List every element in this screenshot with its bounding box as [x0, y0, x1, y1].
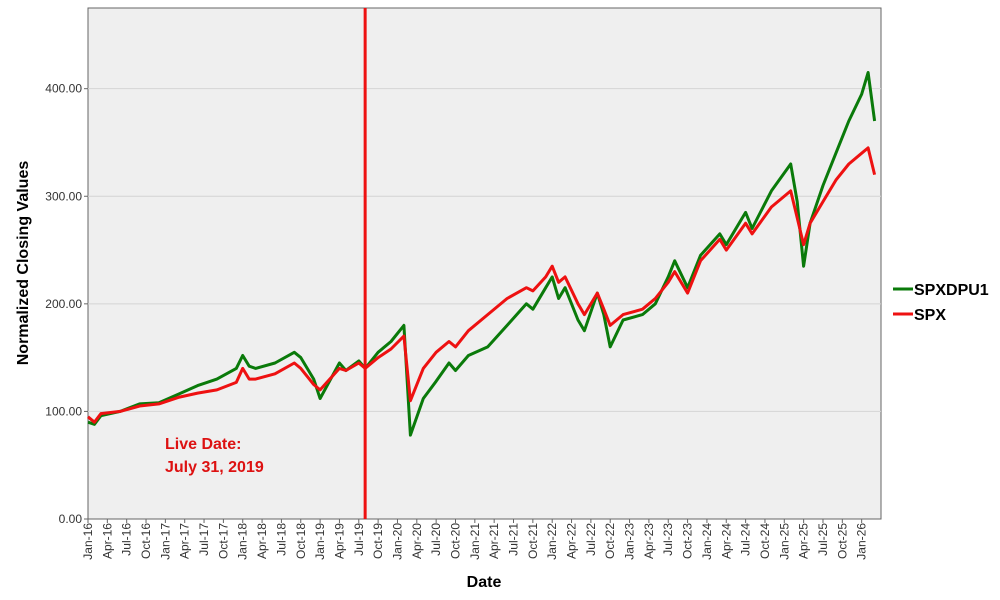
- x-tick-label: Oct-17: [216, 523, 230, 559]
- legend-label-spx: SPX: [914, 307, 946, 324]
- x-tick-label: Jan-24: [700, 523, 714, 560]
- x-tick-label: Oct-23: [681, 523, 695, 559]
- y-tick-label: 200.00: [45, 297, 82, 311]
- legend: SPXDPU1 SPX: [893, 282, 989, 324]
- x-tick-label: Jan-19: [313, 523, 327, 560]
- x-tick-label: Apr-20: [410, 523, 424, 559]
- x-tick-label: Apr-17: [178, 523, 192, 559]
- x-tick-label: Apr-19: [332, 523, 346, 559]
- x-tick-label: Apr-18: [255, 523, 269, 559]
- y-tick-label: 0.00: [59, 512, 83, 526]
- grid-lines: [88, 88, 881, 412]
- x-tick-label: Apr-24: [719, 523, 733, 559]
- x-tick-label: Oct-22: [603, 523, 617, 559]
- x-tick-label: Oct-18: [294, 523, 308, 559]
- legend-label-spxdpu1: SPXDPU1: [914, 282, 989, 299]
- x-axis-ticks: Jan-16 Apr-16 Jul-16 Oct-16 Jan-17 Apr-17 Jul-…: [81, 519, 869, 560]
- x-tick-label: Jan-26: [855, 523, 869, 560]
- x-tick-label: Jan-17: [158, 523, 172, 560]
- x-tick-label: Jul-18: [274, 523, 288, 556]
- x-tick-label: Apr-22: [565, 523, 579, 559]
- plot-area: [87, 7, 882, 520]
- x-tick-label: Jul-17: [197, 523, 211, 556]
- x-tick-label: Jul-22: [584, 523, 598, 556]
- x-tick-label: Jul-23: [661, 523, 675, 556]
- x-tick-label: Jul-20: [429, 523, 443, 556]
- x-tick-label: Oct-20: [448, 523, 462, 559]
- x-tick-label: Oct-21: [526, 523, 540, 559]
- x-tick-label: Jan-23: [623, 523, 637, 560]
- y-tick-label: 100.00: [45, 404, 82, 418]
- series-line-spx: [87, 146, 877, 424]
- x-tick-label: Jan-25: [777, 523, 791, 560]
- x-tick-label: Apr-21: [487, 523, 501, 559]
- x-tick-label: Apr-23: [642, 523, 656, 559]
- y-axis-title: Normalized Closing Values: [15, 161, 32, 366]
- x-tick-label: Jul-25: [816, 523, 830, 556]
- y-tick-label: 400.00: [45, 82, 82, 96]
- x-tick-label: Jul-19: [352, 523, 366, 556]
- series-layer: [87, 71, 877, 437]
- x-axis-title: Date: [467, 574, 502, 591]
- x-tick-label: Apr-25: [797, 523, 811, 559]
- x-tick-label: Jan-18: [236, 523, 250, 560]
- x-tick-label: Oct-25: [835, 523, 849, 559]
- x-tick-label: Jan-20: [390, 523, 404, 560]
- y-axis-ticks: 0.00 100.00 200.00 300.00 400.00: [45, 82, 88, 526]
- x-tick-label: Jan-16: [81, 523, 95, 560]
- x-tick-label: Oct-19: [371, 523, 385, 559]
- x-tick-label: Jul-21: [507, 523, 521, 556]
- x-tick-label: Oct-24: [758, 523, 772, 559]
- y-tick-label: 300.00: [45, 189, 82, 203]
- x-tick-label: Jan-22: [545, 523, 559, 560]
- series-line-spxdpu1: [87, 71, 877, 437]
- annotation-line-2: July 31, 2019: [165, 459, 264, 476]
- annotation-line-1: Live Date:: [165, 436, 241, 453]
- x-tick-label: Jul-24: [739, 523, 753, 556]
- x-tick-label: Jan-21: [468, 523, 482, 560]
- x-tick-label: Apr-16: [100, 523, 114, 559]
- x-tick-label: Jul-16: [120, 523, 134, 556]
- x-tick-label: Oct-16: [139, 523, 153, 559]
